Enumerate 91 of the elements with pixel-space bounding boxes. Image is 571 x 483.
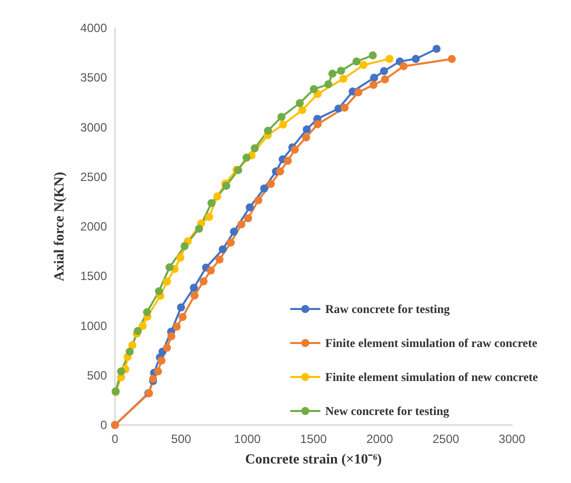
point [143,308,152,316]
legend-label: Raw concrete for testing [325,302,450,316]
point [260,184,268,192]
point [400,62,408,70]
point [264,126,272,135]
point [370,74,378,82]
point [218,245,227,254]
x-axis-title: Concrete strain (×10⁻⁶) [245,452,382,468]
point [380,75,389,84]
point [128,341,136,350]
point [117,367,126,376]
legend-label: Finite element simulation of raw concrete [325,336,538,350]
x-tick-label: 1500 [300,432,328,446]
point [250,144,259,152]
y-axis-title: Axial force N(KN) [52,171,68,282]
x-tick-label: 2000 [366,432,394,446]
point [172,322,181,331]
point [230,228,238,236]
y-tick-label: 1500 [80,269,108,284]
point [352,57,361,66]
point [242,154,251,162]
point [369,80,378,89]
x-tick-label: 0 [112,432,119,446]
point [157,356,166,365]
point [206,266,215,274]
point [448,54,456,63]
y-tick-label: 4000 [80,21,108,35]
point [284,156,292,165]
point [266,180,275,188]
y-tick-label: 2000 [80,220,108,234]
point [176,254,184,262]
legend-label: New concrete for testing [325,404,450,418]
point [368,51,377,60]
point [302,133,310,142]
legend-label: Finite element simulation of new concrete [325,370,539,384]
point [354,88,362,96]
point [163,344,172,352]
point [244,214,252,222]
point [166,263,174,272]
point [190,291,199,300]
point [154,287,163,296]
point [205,212,214,221]
point [167,332,176,340]
point [246,203,254,212]
point [216,256,224,264]
y-tick-label: 0 [100,418,108,432]
point [178,313,187,322]
point [314,120,322,128]
point [200,277,208,286]
point [190,284,198,292]
x-tick-label: 1000 [234,432,262,446]
point [163,278,172,286]
point [432,44,441,53]
y-tick-label: 3000 [80,120,108,134]
y-tick-label: 3500 [80,70,108,85]
point [380,67,388,76]
point [154,367,162,376]
y-tick-label: 500 [86,368,108,382]
y-tick-label: 1000 [80,318,108,333]
point [340,104,349,112]
point [279,120,288,129]
point [254,196,262,204]
x-tick-label: 3000 [498,432,526,446]
point [290,146,299,154]
point [126,348,134,356]
point [337,66,346,75]
point [177,303,186,312]
point [385,54,394,63]
y-tick-label: 2500 [80,170,108,184]
point [226,238,235,247]
point [207,199,216,208]
point [298,106,306,114]
x-tick-label: 2500 [432,432,460,446]
point [213,192,222,200]
point [296,99,304,108]
point [412,54,420,63]
point [195,224,204,233]
x-tick-label: 500 [171,432,192,446]
point [310,85,318,94]
point [237,220,246,228]
point [328,70,336,78]
point [339,74,348,83]
point [180,242,189,250]
point [302,125,311,134]
point [360,61,368,70]
point [134,327,142,336]
point [149,374,158,383]
point [138,322,147,330]
point [276,167,284,176]
point [324,80,332,88]
point [277,112,286,121]
